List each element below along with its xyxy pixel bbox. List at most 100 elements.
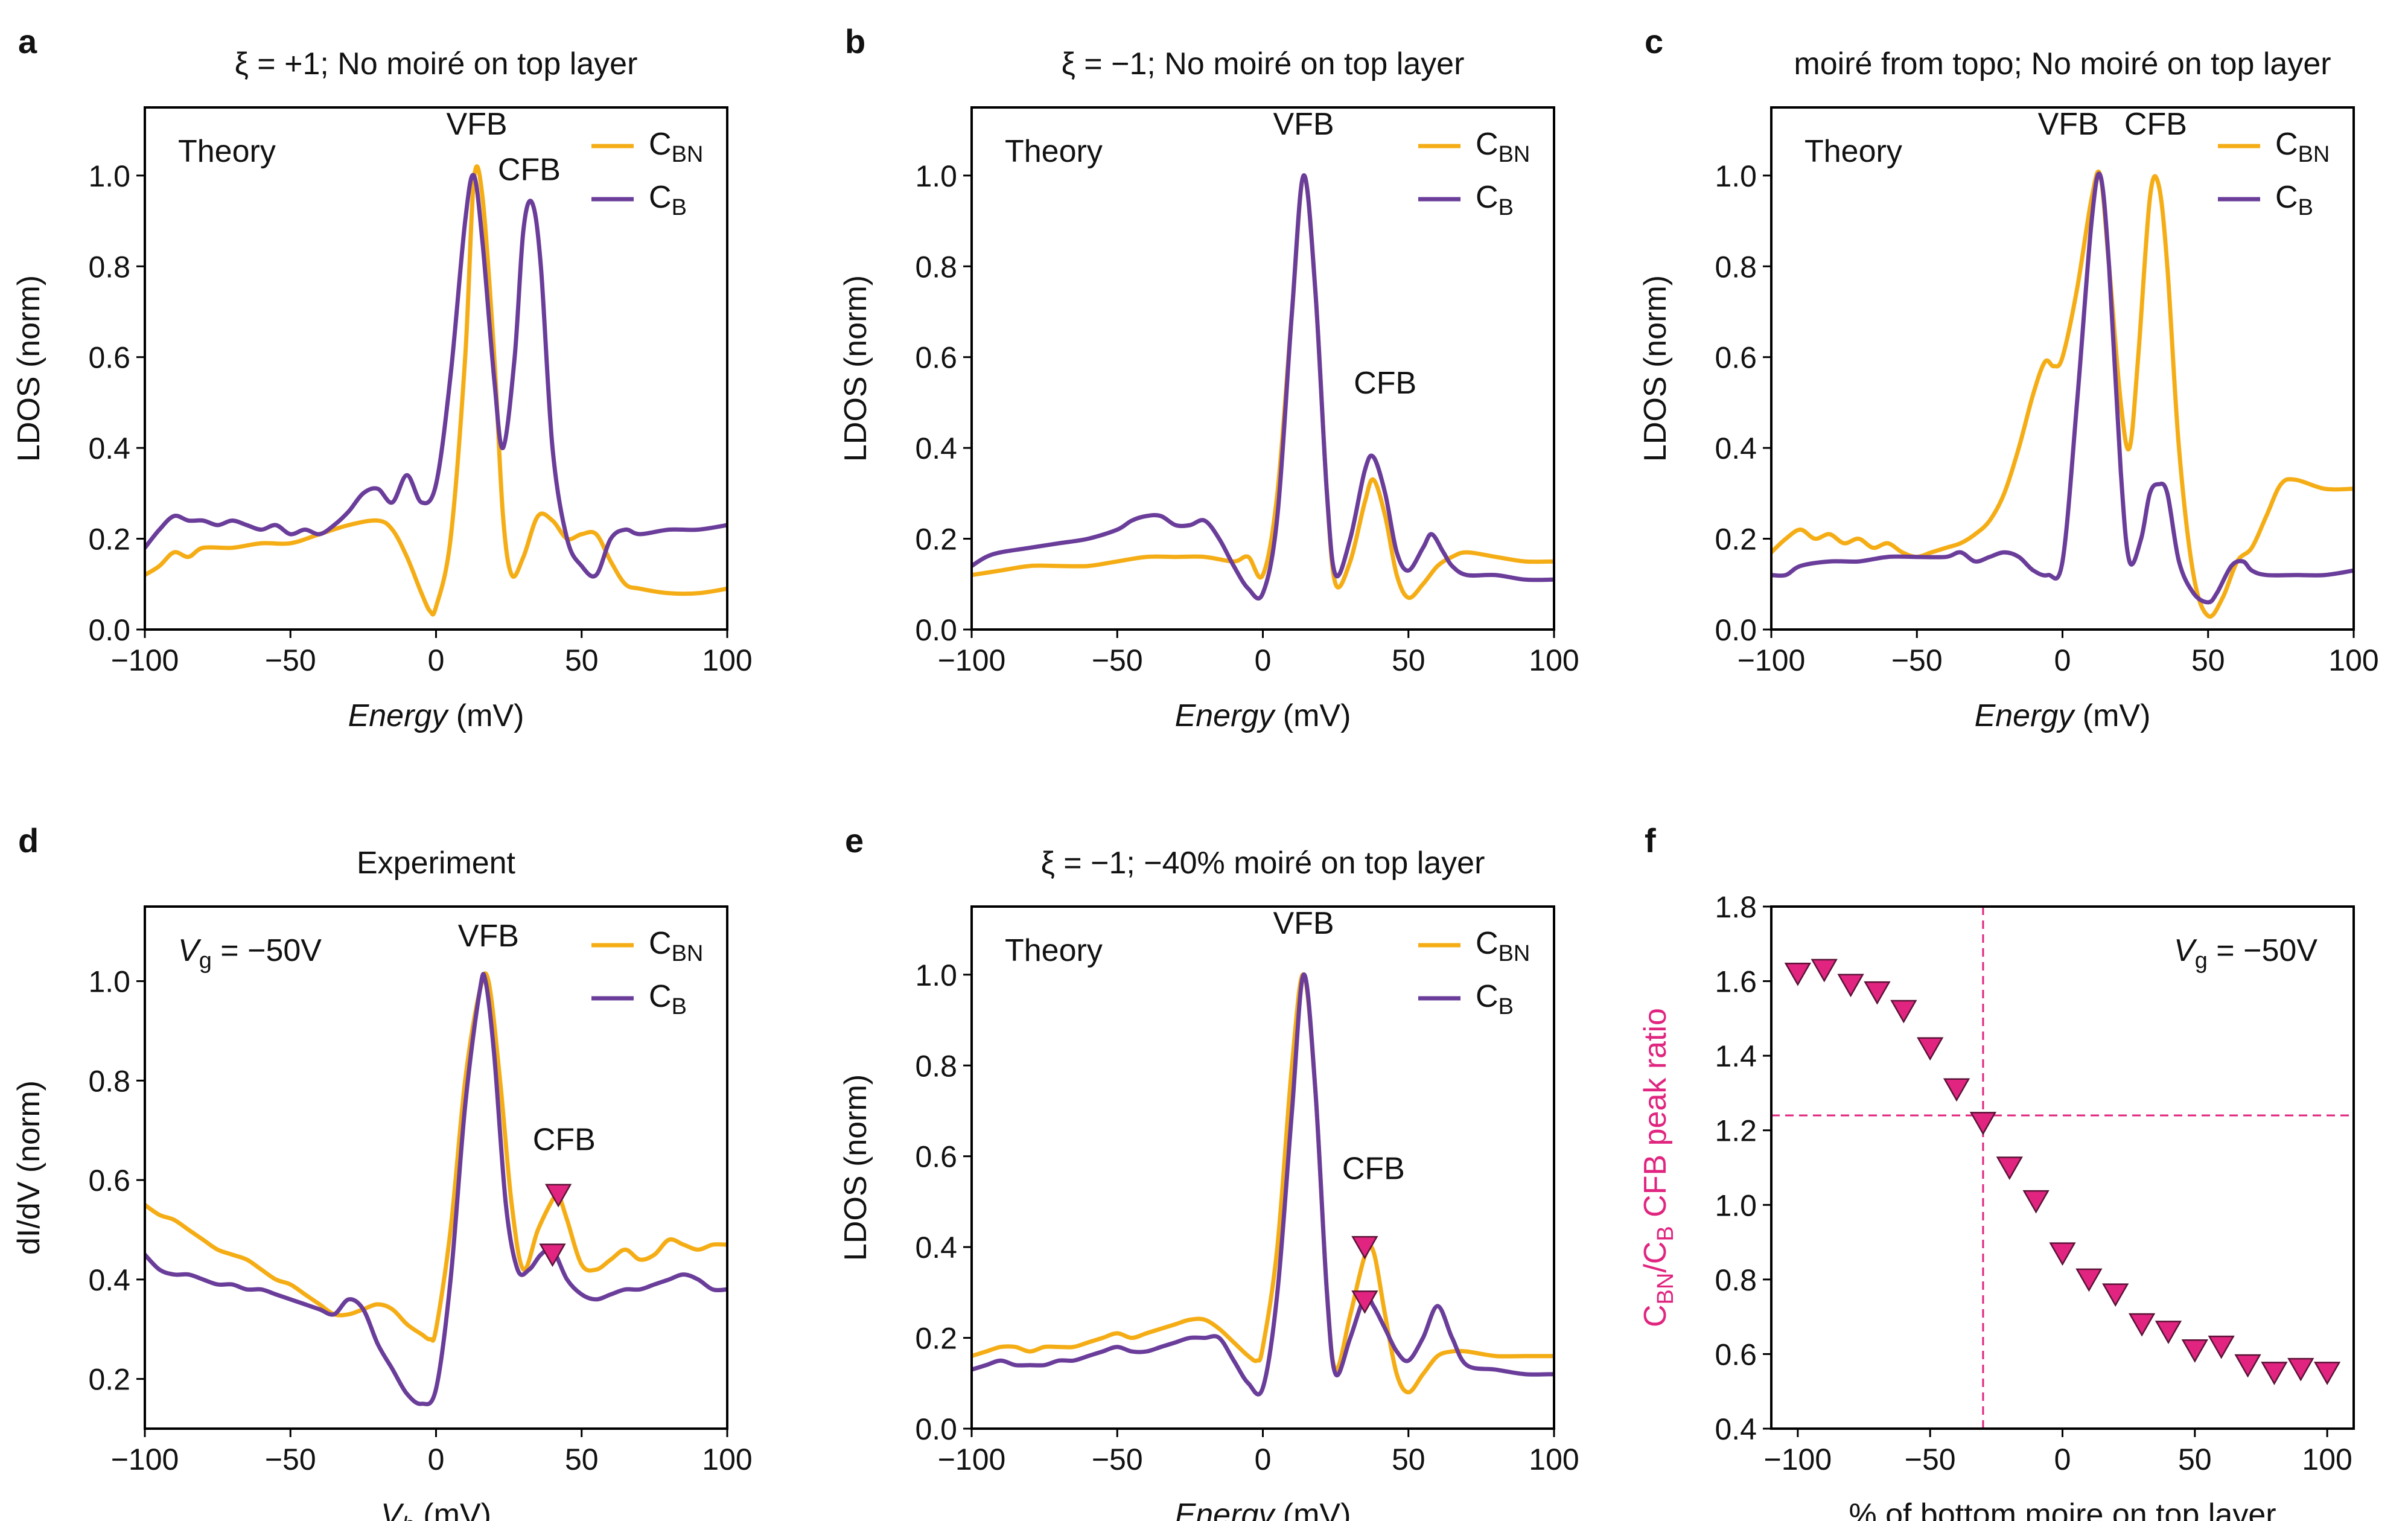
y-tick-label: 0.8 — [915, 1049, 957, 1083]
legend-label-0: CBN — [649, 127, 703, 167]
data-point-18 — [2261, 1362, 2288, 1385]
peak-label-vfb: VFB — [458, 919, 519, 954]
legend-label-0: CBN — [1476, 127, 1530, 167]
data-point-9 — [2022, 1190, 2050, 1214]
panel-a: a ξ = +1; No moiré on top layer −100 −50 0 50… — [11, 22, 753, 733]
legend-sub: B — [1499, 195, 1514, 220]
peak-marker-0 — [1351, 1236, 1378, 1260]
annotation: Theory — [1005, 134, 1103, 169]
panel-label-e: e — [845, 821, 864, 859]
annotation-sub: g — [2195, 948, 2208, 974]
x-tick-label: 100 — [1529, 643, 1579, 677]
legend-main: C — [1476, 127, 1499, 162]
x-axis-label-unit: (mV) — [447, 698, 524, 733]
x-tick-label: −100 — [111, 643, 179, 677]
x-tick-label: 0 — [428, 1443, 445, 1476]
panel-f: f −100 −50 0 50 100 0.4 0.6 0.8 1.0 1.2 1.4 1.6 1.8 % … — [1638, 821, 2355, 1521]
series-line-cb — [145, 972, 727, 1406]
data-point-17 — [2234, 1354, 2261, 1378]
y-tick-label: 0.2 — [915, 1322, 957, 1356]
y-tick-label: 0.4 — [915, 432, 957, 465]
series-line-cbn — [972, 972, 1554, 1395]
x-tick-label: −50 — [1905, 1443, 1956, 1476]
annotation-value: = −50V — [2208, 933, 2317, 968]
annotation-var: V — [2174, 933, 2197, 968]
panel-e: e ξ = −1; −40% moiré on top layer −100 −50 0… — [838, 821, 1579, 1521]
data-point-1 — [1811, 958, 1838, 983]
y-axis-label: LDOS (norm) — [838, 1074, 873, 1261]
y-tick-label: 0.6 — [88, 1164, 130, 1197]
data-point-16 — [2208, 1335, 2235, 1359]
plot-frame — [144, 905, 728, 1430]
y-axis-label: LDOS (norm) — [838, 275, 873, 462]
plot-frame — [144, 106, 728, 631]
legend-main: C — [1476, 926, 1499, 961]
legend-label-1: CB — [1476, 180, 1514, 220]
legend-main: C — [649, 979, 672, 1014]
y-tick-label: 0.8 — [1715, 250, 1757, 284]
panel-c: c moiré from topo; No moiré on top layer −… — [1638, 22, 2379, 733]
data-point-3 — [1864, 981, 1891, 1005]
x-tick-label: 100 — [702, 643, 752, 677]
x-tick-label: 50 — [1392, 1443, 1425, 1476]
panel-b: b ξ = −1; No moiré on top layer −100 −50 0 50… — [838, 22, 1579, 733]
y-tick-label: 1.6 — [1715, 965, 1757, 999]
y-axis-label-sub: BN — [1653, 1273, 1678, 1305]
legend-main: C — [649, 127, 672, 162]
panel-label-c: c — [1645, 22, 1663, 60]
x-tick-label: −50 — [1891, 643, 1943, 677]
panel-title-b: ξ = −1; No moiré on top layer — [1062, 46, 1465, 81]
y-tick-label: 0.8 — [1715, 1263, 1757, 1297]
panel-label-b: b — [845, 22, 865, 60]
x-tick-label: −100 — [111, 1443, 179, 1476]
data-point-11 — [2075, 1268, 2103, 1292]
peak-marker-1 — [539, 1243, 566, 1268]
series-line-cb — [972, 173, 1554, 601]
legend-sub: B — [1499, 994, 1514, 1019]
peak-label-vfb: VFB — [1273, 107, 1334, 142]
panel-title-a: ξ = +1; No moiré on top layer — [235, 46, 638, 81]
data-point-5 — [1917, 1037, 1944, 1061]
x-tick-label: −100 — [1764, 1443, 1832, 1476]
legend-main: C — [1476, 180, 1499, 215]
y-tick-label: 0.2 — [88, 1363, 130, 1397]
x-tick-label: −50 — [1092, 1443, 1143, 1476]
x-tick-label: 0 — [1255, 643, 1272, 677]
x-axis-label: Energy (mV) — [1975, 698, 2151, 733]
legend-main: C — [2275, 127, 2298, 162]
panel-d: d Experiment −100 −50 0 50 100 0.2 0.4 0.6 0.8 1.0 V… — [11, 821, 753, 1521]
y-axis-label: dI/dV (norm) — [11, 1080, 46, 1255]
x-axis-label-sub: b — [402, 1513, 415, 1521]
panel-title-d: Experiment — [357, 846, 516, 881]
y-tick-label: 0.2 — [915, 523, 957, 556]
data-point-8 — [1996, 1156, 2023, 1181]
series-line-cb — [145, 173, 727, 579]
legend-sub: B — [672, 994, 687, 1019]
x-tick-label: −100 — [938, 1443, 1006, 1476]
legend-label-1: CB — [649, 979, 687, 1019]
data-point-2 — [1837, 974, 1864, 998]
x-tick-label: 0 — [428, 643, 445, 677]
x-tick-label: 50 — [565, 1443, 599, 1476]
peak-label-vfb: VFB — [446, 107, 507, 142]
x-tick-label: 0 — [1255, 1443, 1272, 1476]
y-tick-label: 0.4 — [915, 1231, 957, 1264]
peak-marker-0 — [544, 1184, 572, 1208]
x-axis-label-var: Energy — [1975, 698, 2076, 733]
legend-label-0: CBN — [649, 926, 703, 966]
x-tick-label: 50 — [565, 643, 599, 677]
x-tick-label: 100 — [2302, 1443, 2352, 1476]
data-point-15 — [2181, 1339, 2208, 1363]
x-tick-label: 100 — [702, 1443, 752, 1476]
data-point-6 — [1943, 1078, 1970, 1102]
series-line-cbn — [145, 164, 727, 617]
y-tick-label: 0.6 — [915, 1140, 957, 1174]
y-tick-label: 0.6 — [1715, 1338, 1757, 1371]
peak-label-cfb: CFB — [1342, 1151, 1405, 1186]
y-tick-label: 0.4 — [1715, 432, 1757, 465]
data-point-12 — [2102, 1283, 2129, 1307]
x-axis-label-unit: (mV) — [2074, 698, 2150, 733]
series-line-cb — [972, 972, 1554, 1397]
plot-frame — [1770, 905, 2355, 1430]
y-axis-label: CBN/CB CFB peak ratio — [1638, 1008, 1678, 1327]
